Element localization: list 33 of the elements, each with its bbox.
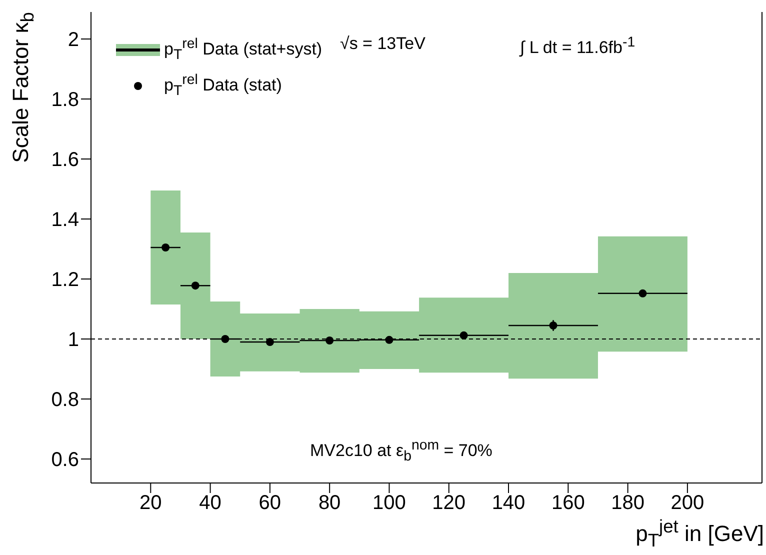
point <box>638 289 647 298</box>
annotation: ∫ L dt = 11.6fb$^{-1}$ <box>520 34 636 57</box>
y-tick-label: 1 <box>68 329 79 352</box>
point <box>221 335 230 343</box>
x-tick-label: 180 <box>611 492 644 514</box>
x-tick-label: 120 <box>432 492 466 514</box>
y-tick-label: 1.4 <box>51 209 79 232</box>
point <box>385 336 394 344</box>
point <box>191 282 200 290</box>
legend-label: p$_{T}$$^{rel}$ Data (stat+syst) <box>164 36 322 64</box>
x-tick-label: 100 <box>372 492 406 514</box>
x-tick-label: 20 <box>140 492 162 514</box>
y-tick-label: 0.8 <box>51 389 79 412</box>
x-tick-label: 60 <box>258 492 282 514</box>
y-tick-label: 1.8 <box>51 89 79 112</box>
y-tick-label: 1.2 <box>51 269 79 292</box>
y-tick-label: 1.6 <box>51 149 79 172</box>
x-tick-label: 200 <box>670 492 704 514</box>
point <box>460 331 468 340</box>
point <box>162 244 170 252</box>
annotation: MV2c10 at ε$_{b}$$^{nom}$ = 70% <box>310 437 492 464</box>
y-tick-label: 2 <box>68 29 79 52</box>
point <box>326 336 334 344</box>
legend-label: p$_{T}$$^{rel}$ Data (stat) <box>164 72 282 100</box>
point <box>549 322 558 330</box>
x-axis-title: p$_{T}$$^{jet}$ in [GeV] <box>636 515 764 550</box>
x-tick-label: 80 <box>318 492 341 514</box>
x-tick-label: 160 <box>551 492 585 514</box>
annotation: √s = 13TeV <box>340 34 426 53</box>
point <box>266 338 274 346</box>
x-tick-label: 140 <box>492 492 526 514</box>
x-tick-label: 40 <box>199 492 222 514</box>
y-tick-label: 0.6 <box>51 449 79 472</box>
